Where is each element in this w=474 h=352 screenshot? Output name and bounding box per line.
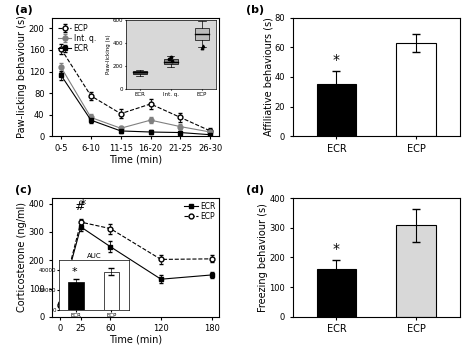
Bar [396,43,436,136]
Text: #: # [74,200,84,213]
Text: *: * [79,199,86,211]
Bar [317,269,356,317]
Legend: ECR, ECP: ECR, ECP [184,202,215,221]
Y-axis label: Corticosterone (ng/ml): Corticosterone (ng/ml) [17,202,27,313]
Text: (a): (a) [15,5,33,15]
Y-axis label: Affiliative behaviours (s): Affiliative behaviours (s) [263,18,273,137]
Text: (c): (c) [15,185,32,195]
Text: *: * [333,52,340,67]
Y-axis label: Freezing behaviour (s): Freezing behaviour (s) [258,203,268,312]
Text: *: * [333,242,340,256]
X-axis label: Time (min): Time (min) [109,335,162,345]
X-axis label: Time (min): Time (min) [109,155,162,164]
Bar [317,84,356,136]
Text: (b): (b) [246,5,264,15]
Y-axis label: Paw-licking behaviour (s): Paw-licking behaviour (s) [17,15,27,138]
Text: (d): (d) [246,185,264,195]
Bar [396,225,436,317]
Legend: ECP, Int. q., ECR: ECP, Int. q., ECR [58,24,96,53]
